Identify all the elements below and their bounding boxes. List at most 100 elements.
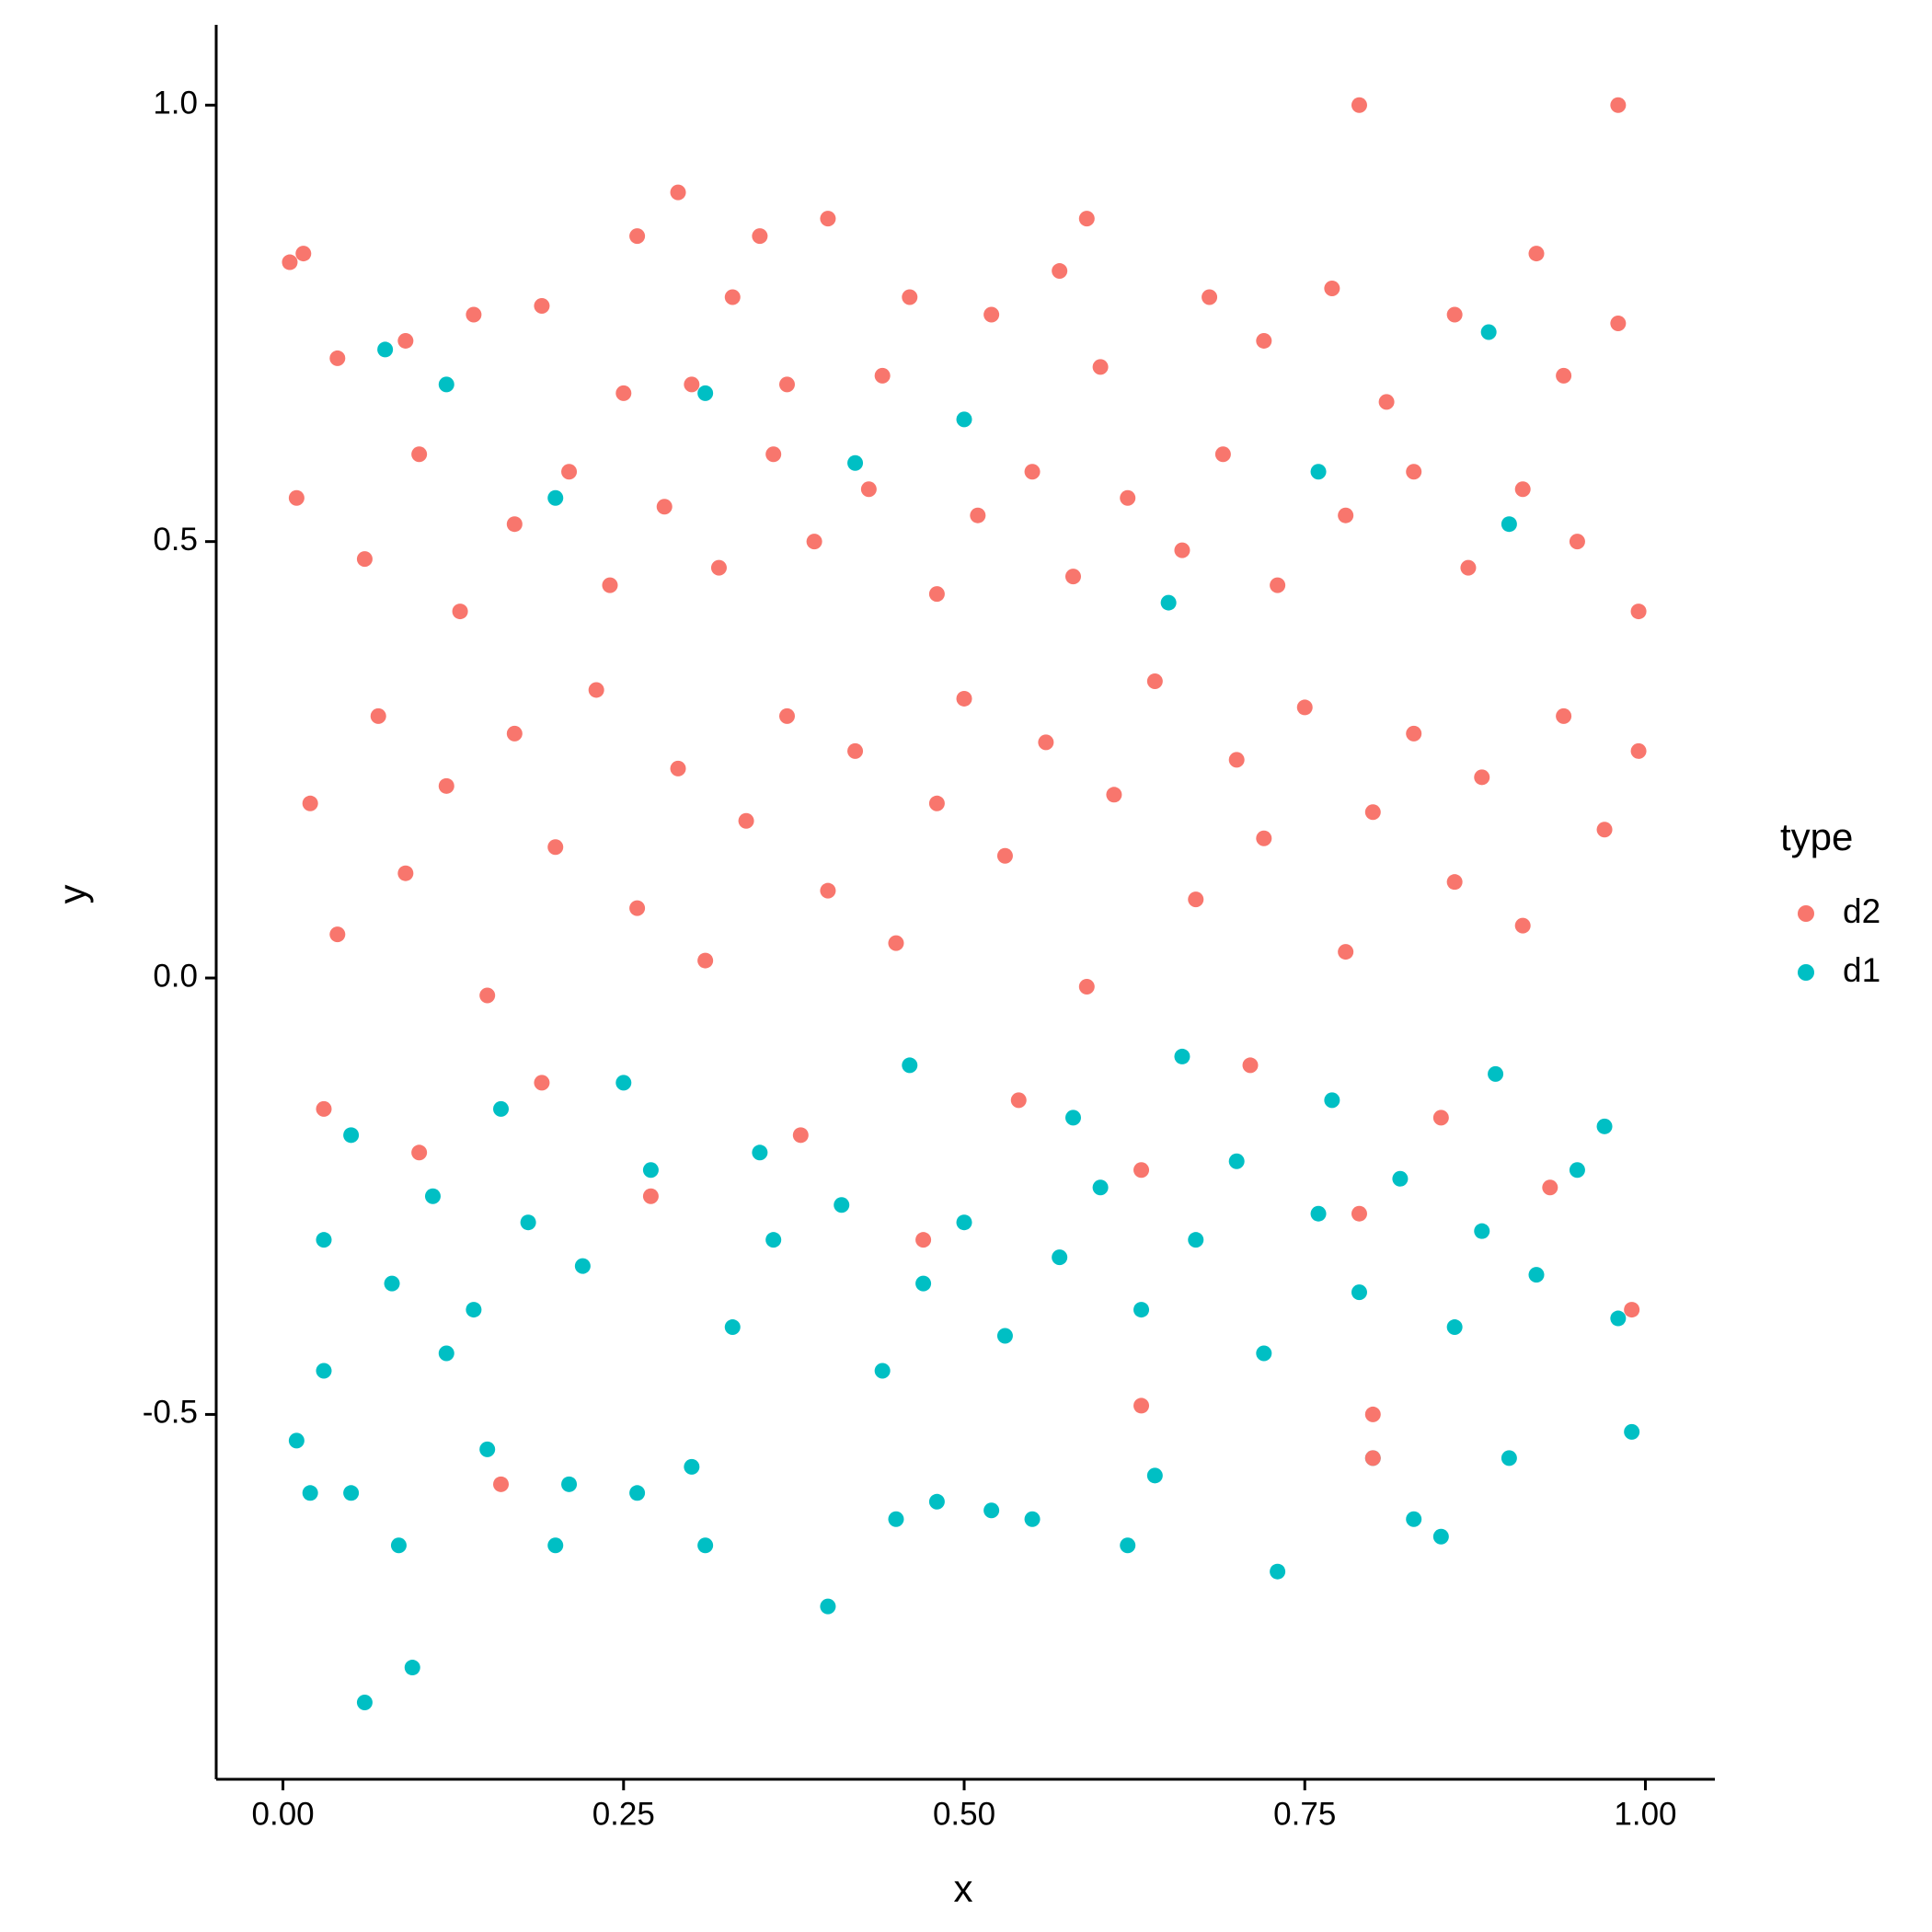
point	[295, 246, 312, 262]
point	[1474, 1223, 1490, 1239]
plot-area	[282, 97, 1647, 1711]
point	[377, 341, 394, 358]
point	[847, 454, 864, 471]
point	[1133, 1397, 1150, 1414]
point	[1324, 281, 1340, 297]
point	[1310, 1205, 1327, 1222]
point	[1052, 263, 1068, 280]
point	[1024, 464, 1041, 480]
point	[874, 367, 891, 384]
point	[1324, 1092, 1340, 1109]
point	[1228, 1153, 1245, 1169]
point	[343, 1485, 360, 1501]
point	[438, 1345, 454, 1362]
point	[996, 847, 1013, 864]
point	[752, 228, 768, 245]
point	[874, 1363, 891, 1379]
point	[1160, 594, 1177, 611]
point	[1310, 464, 1327, 480]
point	[1188, 1232, 1204, 1248]
point	[710, 559, 727, 576]
point	[547, 839, 564, 856]
point	[1256, 830, 1272, 846]
point	[1569, 1162, 1585, 1179]
point	[356, 551, 373, 568]
point	[765, 446, 782, 463]
point	[779, 707, 796, 724]
point	[1146, 1467, 1163, 1484]
point	[847, 742, 864, 759]
point	[1542, 1179, 1558, 1196]
y-tick-label: -0.5	[143, 1395, 198, 1431]
point	[288, 1432, 305, 1449]
point	[1064, 1110, 1081, 1126]
point	[615, 385, 632, 401]
point	[316, 1100, 332, 1117]
point	[1624, 1423, 1640, 1440]
point	[983, 1502, 1000, 1519]
point	[1010, 1092, 1027, 1109]
point	[956, 1214, 972, 1231]
point	[888, 935, 904, 951]
point	[1446, 306, 1463, 323]
point	[356, 1695, 373, 1711]
point	[574, 1258, 591, 1274]
point	[411, 446, 428, 463]
point	[1406, 464, 1422, 480]
point	[1378, 394, 1395, 410]
point	[316, 1232, 332, 1248]
point	[1092, 359, 1109, 375]
point	[779, 376, 796, 393]
point	[288, 489, 305, 506]
point	[1024, 1511, 1041, 1527]
point	[1528, 246, 1545, 262]
point	[642, 1188, 659, 1204]
point	[547, 1537, 564, 1554]
point	[820, 1598, 836, 1615]
point	[384, 1275, 400, 1292]
y-tick-label: 0.0	[153, 958, 198, 994]
point	[820, 882, 836, 899]
point	[343, 1127, 360, 1144]
point	[888, 1511, 904, 1527]
point	[466, 1302, 482, 1318]
point	[738, 812, 754, 829]
point	[642, 1162, 659, 1179]
y-tick-label: 1.0	[153, 86, 198, 121]
point	[1610, 97, 1627, 113]
x-tick-label: 0.00	[252, 1796, 315, 1832]
point	[860, 481, 877, 498]
point	[1556, 367, 1572, 384]
point	[479, 987, 496, 1004]
point	[302, 1485, 318, 1501]
point	[928, 795, 945, 811]
point	[1351, 1284, 1367, 1301]
point	[1256, 1345, 1272, 1362]
point	[1242, 1057, 1259, 1074]
point	[1501, 516, 1517, 533]
x-tick-label: 1.00	[1614, 1796, 1676, 1832]
point	[902, 1057, 918, 1074]
point	[670, 760, 686, 776]
point	[724, 1319, 741, 1336]
point	[534, 297, 550, 314]
point	[656, 499, 673, 515]
point	[1610, 315, 1627, 331]
point	[316, 1363, 332, 1379]
point	[479, 1441, 496, 1457]
point	[752, 1144, 768, 1161]
point	[1038, 734, 1054, 751]
point	[1092, 1179, 1109, 1196]
point	[493, 1476, 510, 1492]
point	[970, 507, 986, 523]
x-tick-label: 0.50	[933, 1796, 995, 1832]
point	[1120, 1537, 1136, 1554]
point	[1514, 917, 1531, 934]
x-axis-title: x	[954, 1867, 973, 1910]
point	[820, 211, 836, 227]
point	[1270, 1563, 1286, 1580]
point	[397, 332, 414, 349]
point	[1351, 1205, 1367, 1222]
point	[1351, 97, 1367, 113]
point	[670, 184, 686, 201]
